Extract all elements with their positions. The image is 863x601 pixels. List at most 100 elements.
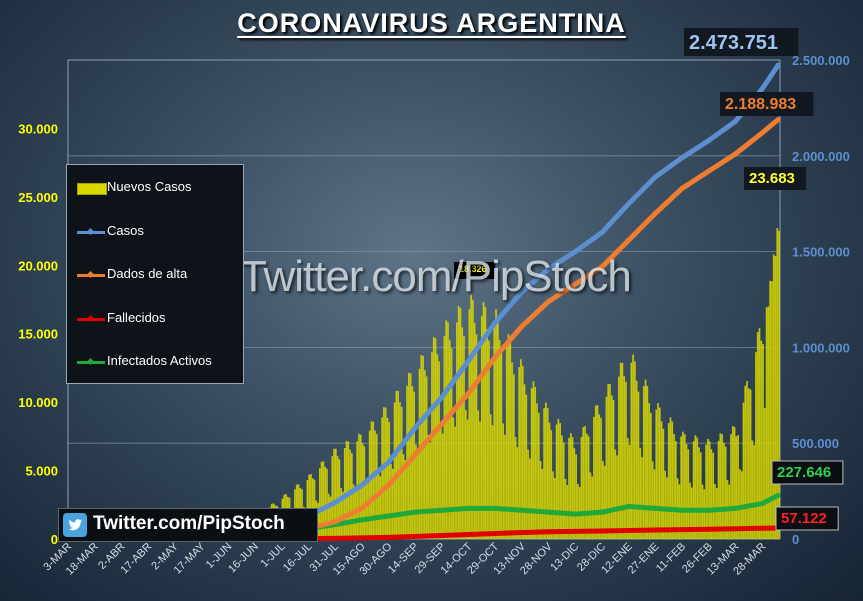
nuevos-casos-bar	[372, 421, 375, 539]
nuevos-casos-bar	[612, 399, 615, 539]
nuevos-casos-bar	[591, 476, 594, 539]
nuevos-casos-bar	[375, 434, 378, 539]
nuevos-casos-bar	[756, 332, 759, 539]
nuevos-casos-bar	[436, 354, 439, 539]
nuevos-casos-bar	[450, 348, 453, 539]
x-tick-label: 13-DIC	[548, 541, 581, 574]
activos-line-point	[572, 511, 578, 517]
nuevos-casos-bar	[569, 433, 572, 539]
nuevos-casos-bar	[511, 362, 513, 539]
nuevos-casos-bar	[637, 391, 640, 539]
alta-line-point	[572, 281, 578, 287]
nuevos-casos-bar	[345, 440, 348, 539]
alta-line-point	[679, 185, 685, 191]
activos-line-point	[359, 517, 365, 523]
nuevos-casos-bar	[374, 430, 376, 539]
nuevos-casos-bar	[477, 410, 480, 539]
nuevos-casos-bar	[696, 437, 699, 539]
nuevos-casos-bar	[632, 354, 634, 539]
nuevos-casos-bar	[466, 419, 469, 539]
legend-label-fallecidos: Fallecidos	[107, 310, 166, 325]
nuevos-casos-bar	[502, 423, 505, 539]
nuevos-casos-bar	[705, 444, 707, 539]
nuevos-casos-bar	[318, 468, 321, 539]
nuevos-casos-bar	[534, 386, 537, 539]
nuevos-casos-bar	[548, 422, 551, 539]
legend-swatch-casos	[77, 231, 105, 234]
activos-line-point	[626, 503, 632, 509]
y-left-tick-label: 15.000	[18, 327, 58, 342]
nuevos-casos-bar	[641, 457, 643, 539]
nuevos-casos-bar	[340, 488, 343, 539]
activos-line-point	[679, 507, 685, 513]
fallecidos-line-point	[385, 534, 391, 540]
nuevos-casos-bar	[758, 328, 761, 539]
nuevos-casos-bar	[746, 380, 748, 539]
nuevos-casos-bar	[486, 329, 488, 539]
nuevos-casos-bar	[655, 409, 658, 539]
nuevos-casos-bar	[488, 340, 490, 539]
nuevos-casos-bar	[683, 434, 686, 539]
activos-line-point	[652, 505, 658, 511]
nuevos-casos-bar	[628, 444, 631, 539]
nuevos-casos-bar	[602, 460, 604, 539]
alta-line-point	[546, 298, 552, 304]
nuevos-casos-bar	[386, 417, 389, 539]
nuevos-casos-bar	[523, 384, 526, 539]
alta-line-point	[439, 421, 445, 427]
fallecidos-line-point	[759, 525, 765, 531]
legend: Nuevos Casos Casos Dados de alta Falleci…	[66, 164, 244, 384]
nuevos-casos-bar	[495, 309, 497, 539]
casos-line-point	[775, 62, 781, 68]
nuevos-casos-bar	[762, 343, 764, 539]
nuevos-casos-bar	[712, 452, 715, 539]
nuevos-casos-bar	[308, 474, 310, 539]
activos-line-point	[775, 492, 781, 498]
nuevos-casos-bar	[425, 376, 428, 539]
peak-annotation-text: 18.326	[459, 264, 487, 274]
nuevos-casos-bar	[484, 307, 487, 539]
nuevos-casos-bar	[333, 448, 335, 539]
alta-line-point	[706, 168, 712, 174]
nuevos-casos-bar	[630, 362, 633, 539]
nuevos-casos-bar	[429, 442, 432, 539]
nuevos-casos-bar	[365, 479, 367, 539]
casos-line-point	[439, 394, 445, 400]
nuevos-casos-bar	[724, 446, 727, 539]
nuevos-casos-bar	[395, 390, 398, 539]
nuevos-casos-bar	[694, 435, 697, 539]
casos-annotation-text: 2.473.751	[689, 32, 778, 54]
nuevos-casos-bar	[317, 502, 319, 539]
nuevos-casos-bar	[489, 414, 492, 539]
fallecidos-line-point	[332, 535, 338, 541]
casos-line-point	[412, 425, 418, 431]
y-right-tick-label: 2.500.000	[792, 53, 850, 68]
nuevos-casos-bar	[596, 405, 599, 539]
nuevos-casos-bar	[717, 440, 720, 539]
nuevos-casos-bar	[504, 434, 506, 539]
twitter-badge[interactable]: Twitter.com/PipStoch	[58, 508, 318, 542]
nuevos-casos-bar	[514, 436, 517, 539]
nuevos-casos-bar	[603, 465, 606, 539]
casos-line-point	[652, 174, 658, 180]
nuevos-casos-bar	[644, 379, 647, 539]
nuevos-casos-bar	[479, 421, 481, 539]
nuevos-casos-bar	[363, 446, 366, 539]
nuevos-casos-bar	[480, 315, 483, 539]
alta-line-point	[759, 130, 765, 136]
nuevos-casos-bar	[692, 441, 695, 539]
nuevos-casos-bar	[771, 281, 773, 539]
nuevos-casos-bar	[377, 471, 380, 539]
nuevos-casos-bar	[438, 361, 440, 539]
nuevos-casos-bar	[454, 426, 456, 539]
legend-swatch-nuevos	[77, 183, 107, 195]
nuevos-casos-bar	[710, 449, 713, 539]
nuevos-annotation: 23.683	[744, 167, 807, 190]
activos-annotation-box	[771, 460, 844, 485]
alta-annotation-box	[720, 92, 814, 116]
nuevos-casos-bar	[443, 335, 446, 539]
nuevos-casos-bar	[402, 454, 405, 539]
activos-line-point	[492, 505, 498, 511]
x-tick-label: 16-JUN	[226, 541, 261, 576]
nuevos-casos-bar	[367, 483, 369, 539]
